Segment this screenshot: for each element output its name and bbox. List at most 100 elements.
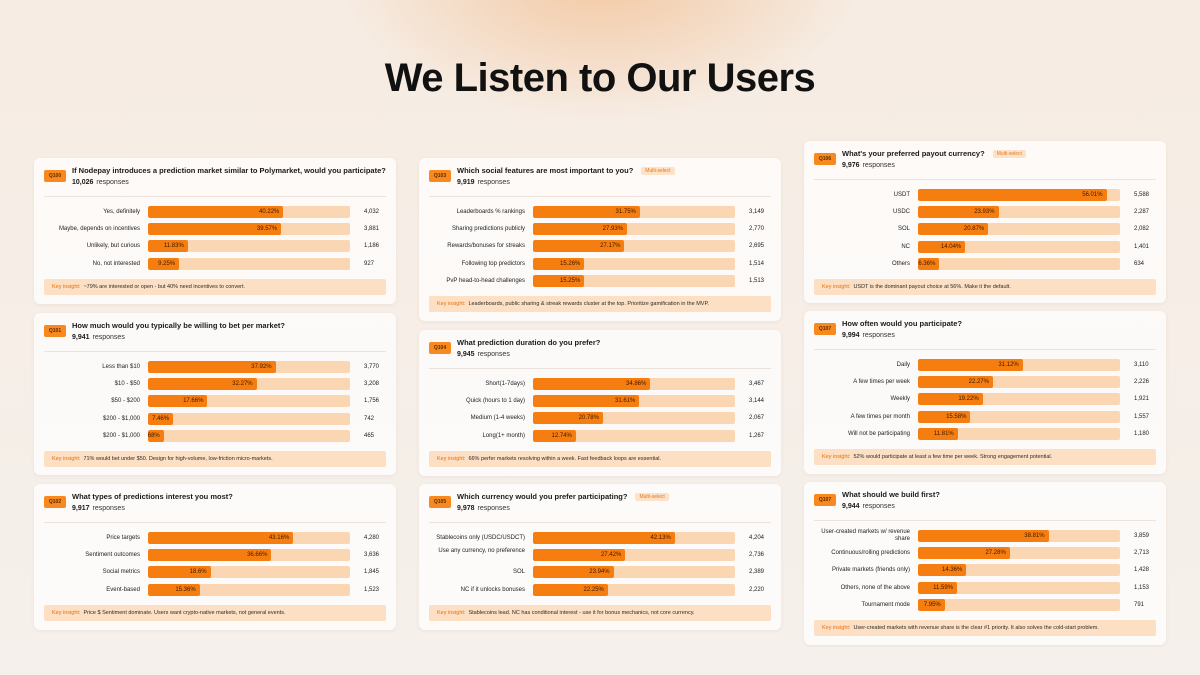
multi-select-badge: Multi-select [641,167,675,175]
bar-row: Sentiment outcomes 36.66% 3,636 [34,549,396,562]
bar-label: SOL [897,226,910,233]
bar-count: 1,523 [364,586,380,593]
question-id-badge: Q104 [429,342,451,354]
bar-label: Private markets (friends only) [831,567,910,574]
bar-percent-label: 36.66% [247,552,268,559]
response-number: 9,978 [457,505,475,512]
bar-row: Others, none of the above 11.59% 1,153 [804,581,1166,594]
bar-row: Continuous/rolling predictions 27.28% 2,71… [804,547,1166,560]
response-label: responses [862,332,895,339]
bar-label: Will not be participating [847,430,910,437]
card-divider [814,349,1156,350]
bar-percent-label: 37.92% [251,364,272,370]
bar-label: USDT [893,192,910,198]
bar-count: 1,401 [1134,243,1150,250]
bar-count: 1,180 [1134,430,1150,437]
bar-count: 1,428 [1134,567,1150,574]
bar-percent-label: 9.25% [158,260,176,267]
bar-percent-label: 42.13% [650,535,671,541]
bar-count: 1,845 [364,569,380,576]
bar-track: 15.26% [533,257,735,270]
bar-fill: 6.36% [918,257,940,270]
bar-count: 2,220 [749,586,765,593]
bar-fill: 37.92% [148,361,276,373]
bar-label: Stablecoins only (USDC/USDCT) [436,535,525,541]
bar-row: Price targets 43.16% 4,280 [34,532,396,544]
bar-track: 14.04% [918,240,1120,253]
multi-select-badge: Multi-select [992,150,1026,158]
bar-percent-label: 11.81% [933,430,954,437]
bar-count: 3,144 [749,398,765,405]
bar-fill: 14.04% [918,240,966,253]
bar-fill: 11.81% [918,427,958,440]
bar-row: SOL 23.94% 2,389 [419,566,781,579]
bar-label: Medium (1-4 weeks) [470,415,525,422]
question-title: Which social features are most important… [457,166,634,175]
bar-percent-label: 56.01% [1082,192,1103,198]
question-title: How much would you typically be willing … [72,321,285,330]
bar-label: A few times per month [850,413,910,420]
question-card: Q101 How much would you typically be will… [34,313,396,475]
bar-label: Following top predictors [461,260,525,267]
key-insight-label: Key insight: [822,284,851,290]
question-text: What prediction duration do you prefer? [457,338,600,347]
question-title: What should we build first? [842,490,940,499]
bar-fill: 12.74% [533,429,576,442]
bar-row: Private markets (friends only) 14.36% 1,42… [804,564,1166,577]
bar-percent-label: 31.61% [615,398,636,405]
question-card: Q104 What prediction duration do you pref… [419,330,781,476]
bar-count: 3,859 [1134,533,1150,539]
bar-row: USDT 56.01% 5,588 [804,189,1166,201]
bar-row: Yes, definitely 40.22% 4,032 [34,206,396,218]
bar-track: 34.86% [533,378,735,390]
bar-fill: 27.42% [533,549,626,562]
key-insight: Key insight: 66% perfer markets resolving… [429,450,771,467]
bar-fill: 23.94% [533,566,614,579]
key-insight-label: Key insight: [52,283,81,290]
key-insight-label: Key insight: [437,301,466,307]
bar-fill: 56.01% [918,189,1107,201]
bar-count: 2,695 [749,243,765,250]
key-insight-label: Key insight: [822,625,851,631]
bar-track: 56.01% [918,189,1120,201]
bar-fill: 15.58% [918,410,971,423]
bar-count: 3,467 [749,381,765,387]
bar-row: User-created markets w/ revenue share 38.… [804,529,1166,542]
bar-row: PvP head-to-head challenges 15.25% 1,513 [419,274,781,287]
bar-fill: 22.25% [533,583,608,596]
card-header: Q100 If Nodepay introduces a prediction m… [44,166,386,196]
bar-row: Maybe, depends on incentives 39.57% 3,881 [34,223,396,236]
bar-track: 42.13% [533,532,735,544]
bar-fill: 36.66% [148,549,272,562]
card-header: Q105 Which currency would you prefer part… [429,492,771,522]
bar-track: 18.6% [148,566,350,579]
bar-label: Weekly [890,396,910,403]
response-label: responses [477,351,510,358]
bar-label: USDC [892,209,910,216]
bar-fill: 40.22% [148,206,284,218]
bar-fill: 31.12% [918,359,1023,371]
bar-track: 15.58% [918,410,1120,423]
bar-percent-label: 27.42% [600,552,622,559]
bar-row: Quick (hours to 1 day) 31.61% 3,144 [419,395,781,408]
question-title: What's your preferred payout currency? [842,149,985,158]
bar-percent-label: 15.36% [175,586,196,593]
response-count: 9,944 responses [842,503,895,510]
response-label: responses [92,505,125,512]
bar-label: Tournament mode [861,601,910,608]
bar-fill: 32.27% [148,378,257,391]
card-divider [429,368,771,369]
bar-row: A few times per month 15.58% 1,557 [804,410,1166,423]
bar-percent-label: 19.22% [958,396,979,403]
bar-percent-label: 27.17% [600,243,621,250]
response-label: responses [862,503,895,510]
bar-count: 2,082 [1134,226,1150,233]
bar-track: 23.94% [533,566,735,579]
question-text: What should we build first? [842,490,940,499]
bar-percent-label: 12.74% [551,432,572,439]
bar-track: 7.46% [148,412,350,425]
key-insight-text: User-created markets with revenue share … [853,625,1099,631]
bar-track: 17.66% [148,395,350,408]
bar-track: 9.25% [148,257,350,270]
bar-fill: 23.93% [918,206,999,219]
